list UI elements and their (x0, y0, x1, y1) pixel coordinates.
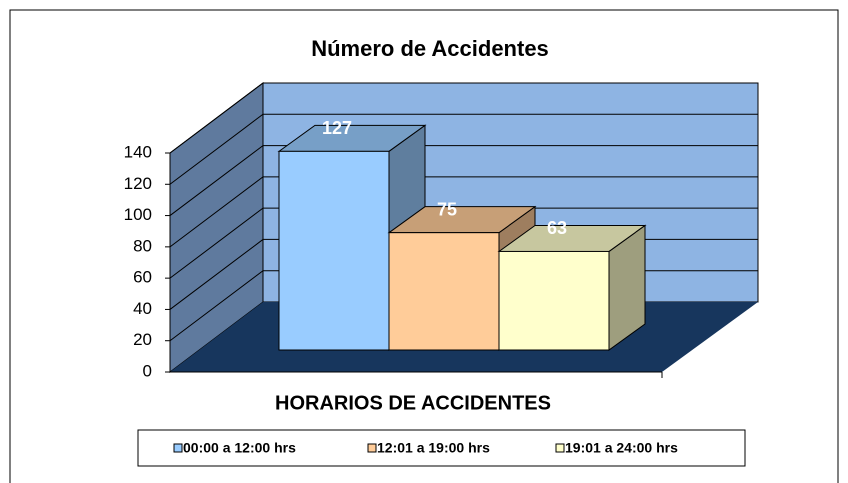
legend-box (137, 429, 746, 467)
legend-swatch (173, 443, 183, 453)
grid-line (169, 207, 758, 279)
legend-swatch (555, 443, 565, 453)
y-tick-label: 20 (133, 330, 152, 349)
y-tick-label: 40 (133, 299, 152, 318)
grid-line (169, 145, 758, 216)
legend-label: 19:01 a 24:00 hrs (565, 440, 678, 456)
grid-line (169, 82, 758, 154)
y-tick-label: 120 (124, 174, 152, 193)
legend-label: 12:01 a 19:00 hrs (377, 440, 490, 456)
value-label: 63 (547, 218, 567, 238)
x-axis-title: HORARIOS DE ACCIDENTES (275, 392, 551, 414)
grid-line (169, 176, 758, 248)
y-tick-label: 100 (124, 205, 152, 224)
chart-title: Número de Accidentes (311, 36, 549, 61)
value-label: 75 (437, 199, 457, 219)
y-tick-label: 140 (124, 142, 152, 161)
bar (498, 250, 610, 351)
y-tick-label: 80 (133, 236, 152, 255)
y-tick-label: 60 (133, 268, 152, 287)
value-label: 127 (322, 118, 352, 138)
bar (278, 150, 390, 351)
y-tick-label: 0 (143, 361, 152, 380)
bar (388, 232, 500, 351)
legend-label: 00:00 a 12:00 hrs (183, 440, 296, 456)
grid-line (169, 113, 758, 185)
chart-border (9, 9, 839, 483)
legend-swatch (367, 443, 377, 453)
